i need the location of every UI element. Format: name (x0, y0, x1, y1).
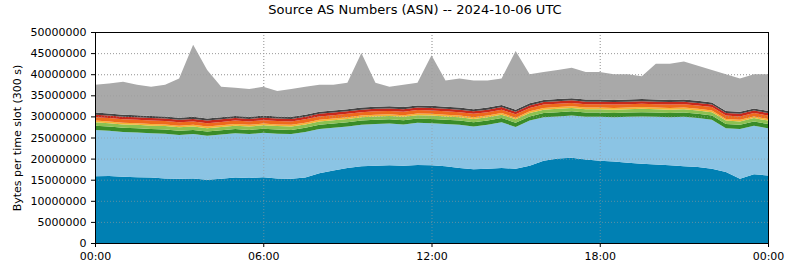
svg-text:10000000: 10000000 (31, 195, 87, 208)
svg-text:5000000: 5000000 (38, 216, 87, 229)
svg-text:06:00: 06:00 (248, 250, 280, 263)
svg-text:45000000: 45000000 (31, 47, 87, 60)
html-text:Source AS Numbers (ASN) -- 202: Source AS Numbers (ASN) -- 2024-10-06 UT… (268, 2, 562, 17)
svg-text:12:00: 12:00 (416, 250, 448, 263)
svg-text:18:00: 18:00 (584, 250, 616, 263)
svg-text:25000000: 25000000 (31, 132, 87, 145)
svg-text:Bytes per time slot (300 s): Bytes per time slot (300 s) (11, 65, 24, 212)
svg-text:40000000: 40000000 (31, 68, 87, 81)
svg-text:00:00: 00:00 (80, 250, 112, 263)
svg-text:50000000: 50000000 (31, 26, 87, 39)
svg-text:20000000: 20000000 (31, 153, 87, 166)
svg-text:0: 0 (80, 237, 87, 250)
svg-text:15000000: 15000000 (31, 174, 87, 187)
svg-text:30000000: 30000000 (31, 110, 87, 123)
svg-text:35000000: 35000000 (31, 89, 87, 102)
svg-text:00:00: 00:00 (753, 250, 785, 263)
